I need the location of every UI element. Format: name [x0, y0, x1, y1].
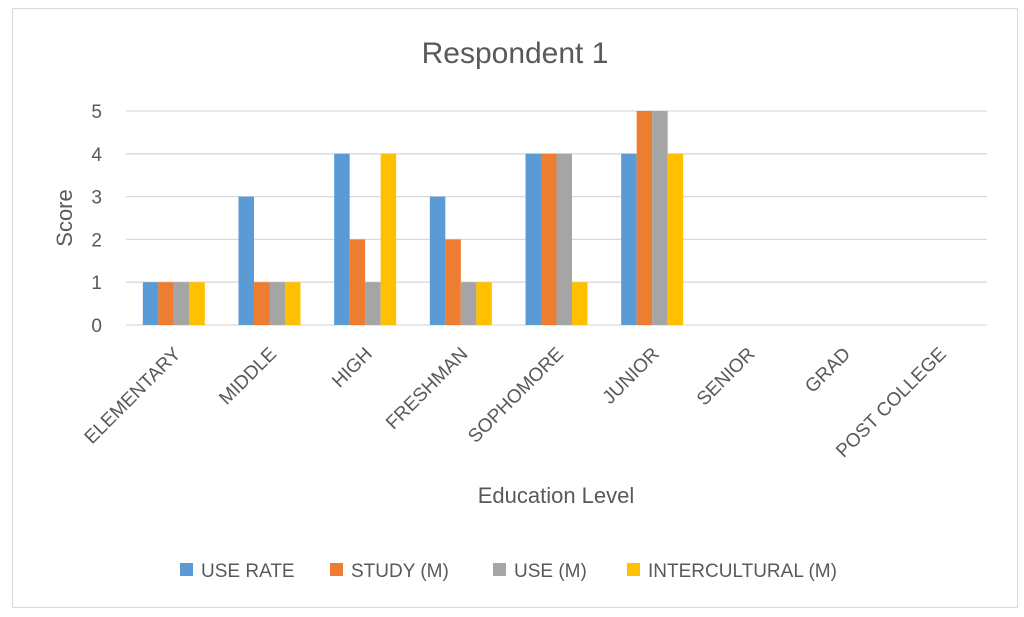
bar-use-rate — [429, 196, 446, 325]
bar-study-m — [445, 239, 461, 325]
x-tick-label: JUNIOR — [599, 344, 664, 409]
legend-label: STUDY (M) — [351, 561, 449, 582]
x-tick-label: GRAD — [801, 344, 855, 398]
x-tick-label: SENIOR — [693, 344, 759, 410]
legend-swatch — [493, 563, 506, 576]
legend: USE RATE STUDY (M) USE (M) INTERCULTURAL (M… — [180, 561, 837, 582]
y-tick-label: 0 — [91, 316, 102, 337]
x-tick-label: ELEMENTARY — [81, 343, 186, 448]
bar-use-m — [173, 282, 190, 325]
legend-label: USE (M) — [514, 561, 587, 582]
bar-intercultural-m — [380, 153, 397, 325]
bars — [142, 111, 684, 325]
bar-use-m — [556, 153, 572, 325]
bar-use-rate — [621, 153, 637, 325]
x-tick-label: SOPHOMORE — [464, 344, 568, 448]
y-axis-ticks: 0 1 2 3 4 5 — [91, 102, 102, 337]
bar-use-m — [652, 111, 668, 325]
bar-use-rate — [525, 153, 541, 325]
bar-study-m — [349, 239, 366, 325]
y-tick-label: 4 — [91, 145, 102, 166]
bar-use-m — [269, 282, 285, 325]
bar-study-m — [636, 111, 653, 325]
y-tick-label: 5 — [91, 102, 102, 123]
y-tick-label: 3 — [91, 188, 102, 209]
bar-use-rate — [334, 153, 350, 325]
bar-use-m — [365, 282, 381, 325]
bar-intercultural-m — [572, 282, 588, 325]
y-tick-label: 1 — [91, 273, 102, 294]
chart-title: Respondent 1 — [422, 37, 609, 70]
bar-use-rate — [238, 196, 254, 325]
x-tick-label: MIDDLE — [215, 344, 281, 410]
bar-use-rate — [142, 282, 159, 325]
bar-intercultural-m — [667, 153, 684, 325]
legend-swatch — [627, 563, 640, 576]
x-axis-title: Education Level — [478, 483, 635, 508]
y-axis-title: Score — [52, 189, 77, 246]
bar-intercultural-m — [189, 282, 205, 325]
x-tick-label: FRESHMAN — [382, 344, 472, 434]
legend-swatch — [180, 563, 193, 576]
legend-swatch — [330, 563, 343, 576]
x-tick-label: HIGH — [328, 344, 376, 392]
bar-study-m — [254, 282, 270, 325]
legend-label: INTERCULTURAL (M) — [648, 561, 837, 582]
bar-intercultural-m — [285, 282, 301, 325]
legend-label: USE RATE — [201, 561, 295, 582]
bar-intercultural-m — [476, 282, 492, 325]
bar-study-m — [541, 153, 557, 325]
y-tick-label: 2 — [91, 230, 102, 251]
bar-use-m — [460, 282, 477, 325]
bar-study-m — [158, 282, 174, 325]
